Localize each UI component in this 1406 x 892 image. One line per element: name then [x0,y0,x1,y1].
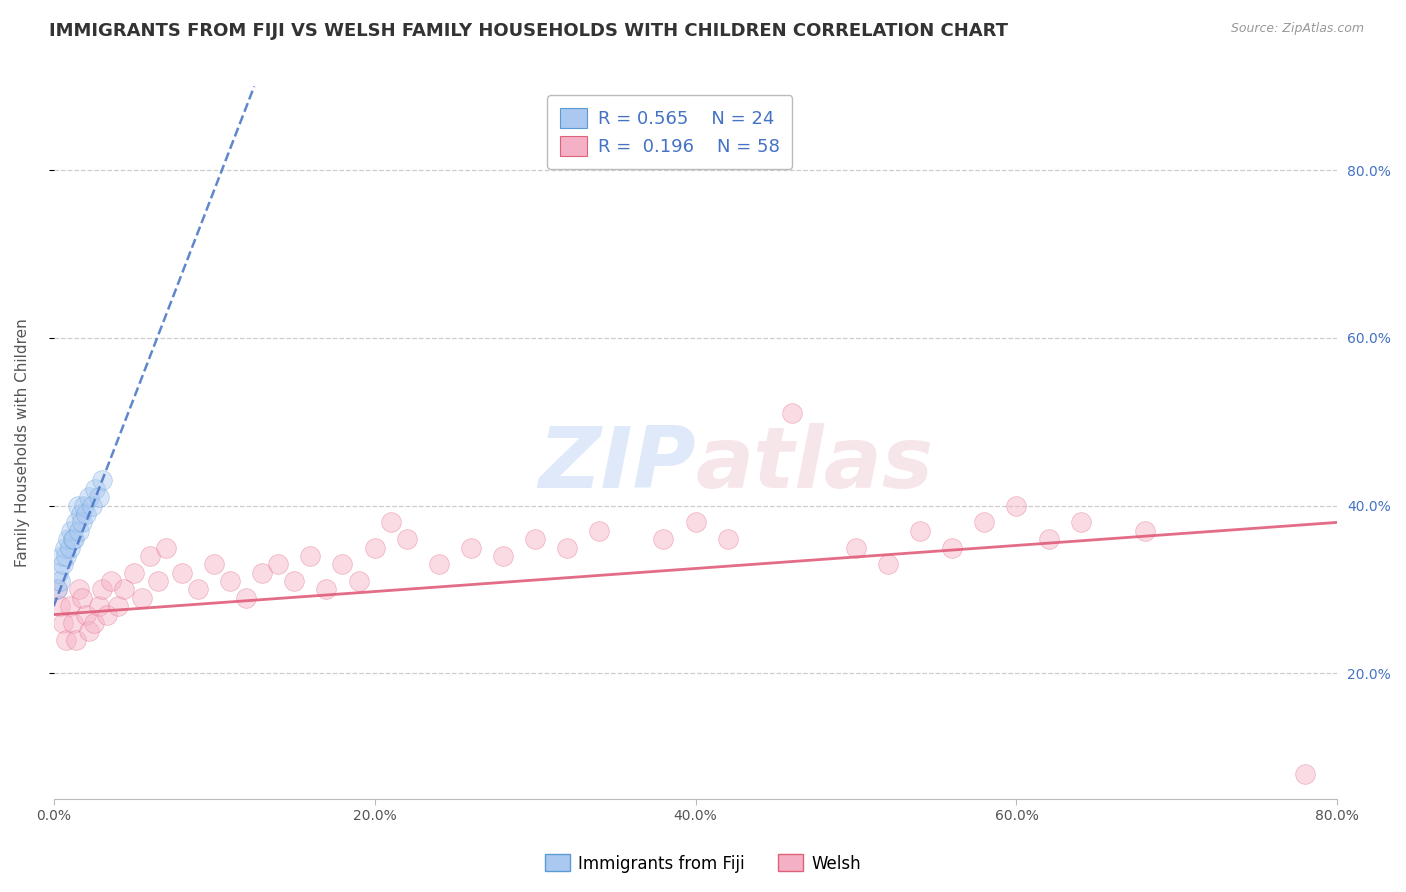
Point [59,599,82,614]
Point [65,632,87,647]
Point [75,607,97,622]
Point [53,541,76,555]
Point [139,549,162,563]
Point [1005,499,1028,513]
Point [77,624,100,639]
Point [67,524,90,538]
Point [77,490,100,504]
Text: ZIP: ZIP [538,423,696,506]
Point [112,582,135,597]
Point [146,574,169,588]
Point [908,524,931,538]
Point [90,582,112,597]
Point [70,507,93,521]
Point [56,532,79,546]
Point [1070,516,1092,530]
Legend: Immigrants from Fiji, Welsh: Immigrants from Fiji, Welsh [538,847,868,880]
Point [66,499,89,513]
Y-axis label: Family Households with Children: Family Households with Children [15,318,30,567]
Point [52,558,75,572]
Point [72,516,94,530]
Point [49,599,72,614]
Text: Source: ZipAtlas.com: Source: ZipAtlas.com [1230,22,1364,36]
Point [219,574,242,588]
Point [347,574,370,588]
Point [315,582,337,597]
Point [87,490,110,504]
Point [72,591,94,605]
Point [87,599,110,614]
Point [65,516,87,530]
Point [652,532,675,546]
Point [59,541,82,555]
Point [332,558,354,572]
Point [73,499,96,513]
Point [60,524,83,538]
Point [1133,524,1156,538]
Point [131,591,153,605]
Point [299,549,322,563]
Point [460,541,482,555]
Point [492,549,515,563]
Point [187,582,209,597]
Point [52,615,75,630]
Point [75,507,97,521]
Point [48,566,70,580]
Point [395,532,418,546]
Point [63,532,86,546]
Point [555,541,578,555]
Point [267,558,290,572]
Point [100,574,122,588]
Point [685,516,707,530]
Point [67,582,90,597]
Point [84,482,107,496]
Point [877,558,900,572]
Point [941,541,963,555]
Point [55,632,77,647]
Point [380,516,402,530]
Point [96,607,118,622]
Point [170,566,193,580]
Point [155,541,177,555]
Point [973,516,995,530]
Legend: R = 0.565    N = 24, R =  0.196    N = 58: R = 0.565 N = 24, R = 0.196 N = 58 [547,95,793,169]
Point [45,582,67,597]
Point [427,558,450,572]
Point [82,499,104,513]
Point [588,524,610,538]
Point [235,591,257,605]
Point [45,582,67,597]
Point [524,532,547,546]
Point [845,541,868,555]
Point [90,474,112,488]
Point [716,532,738,546]
Point [107,599,129,614]
Point [55,549,77,563]
Point [283,574,305,588]
Point [252,566,274,580]
Point [202,558,225,572]
Point [1038,532,1060,546]
Text: IMMIGRANTS FROM FIJI VS WELSH FAMILY HOUSEHOLDS WITH CHILDREN CORRELATION CHART: IMMIGRANTS FROM FIJI VS WELSH FAMILY HOU… [49,22,1008,40]
Point [51,549,73,563]
Point [62,532,84,546]
Point [62,615,84,630]
Text: atlas: atlas [696,423,934,506]
Point [49,574,72,588]
Point [122,566,145,580]
Point [83,615,105,630]
Point [1294,767,1316,781]
Point [780,406,803,420]
Point [363,541,385,555]
